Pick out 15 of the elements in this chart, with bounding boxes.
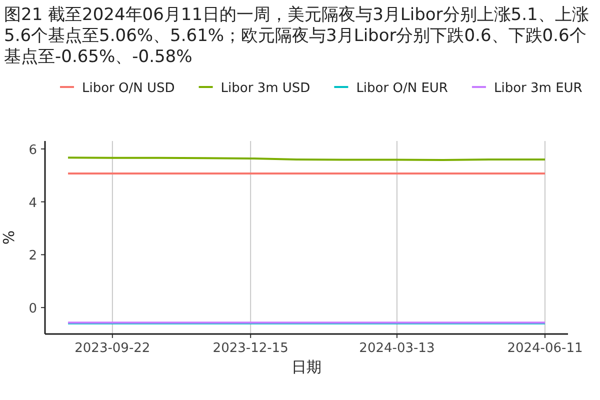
legend-label: Libor 3m EUR (494, 81, 582, 96)
x-tick-label: 2023-09-22 (74, 341, 150, 356)
x-tick-label: 2024-03-13 (359, 341, 435, 356)
y-tick-label: 6 (28, 142, 37, 158)
legend-label: Libor 3m USD (220, 81, 310, 96)
y-tick-label: 0 (28, 302, 37, 317)
y-axis-title: % (0, 230, 18, 245)
x-tick-label: 2023-12-15 (212, 341, 288, 356)
legend-label: Libor O/N EUR (356, 81, 448, 96)
y-tick-label: 2 (28, 248, 37, 264)
x-axis-title: 日期 (292, 358, 322, 376)
chart-title: 图21 截至2024年06月11日的一周，美元隔夜与3月Libor分别上涨5.1、上涨5.6个基点至5.06%、5.61%；欧元隔夜与3月Libor分别下跌0.6、下跌0.6个基点至-0.65%、-0.58% (4, 5, 589, 67)
x-tick-label: 2024-06-11 (507, 341, 583, 356)
y-tick-label: 4 (28, 196, 37, 211)
legend-label: Libor O/N USD (82, 81, 175, 96)
